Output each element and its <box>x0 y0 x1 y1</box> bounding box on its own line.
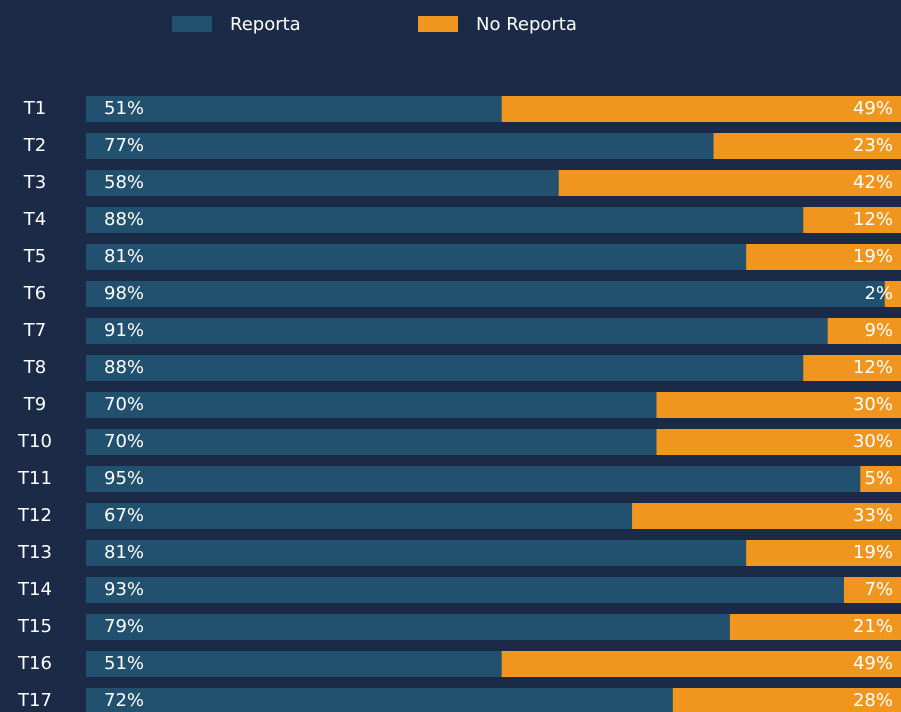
bar-segment <box>632 503 901 529</box>
bar-segment <box>86 577 844 603</box>
value-label: 12% <box>853 209 893 230</box>
category-label: T7 <box>23 320 46 341</box>
value-label: 79% <box>104 616 144 637</box>
bar-segment <box>501 96 901 122</box>
value-label: 23% <box>853 135 893 156</box>
value-label: 98% <box>104 283 144 304</box>
category-label: T3 <box>23 172 46 193</box>
value-label: 5% <box>864 468 893 489</box>
bar-segment <box>656 392 901 418</box>
bar-segment <box>746 244 901 270</box>
value-label: 21% <box>853 616 893 637</box>
value-label: 19% <box>853 246 893 267</box>
category-label: T13 <box>17 542 52 563</box>
bar-segment <box>86 651 502 677</box>
category-label: T4 <box>23 209 46 230</box>
value-label: 12% <box>853 357 893 378</box>
value-label: 51% <box>104 653 144 674</box>
bar-segment <box>746 540 901 566</box>
legend-swatch <box>172 16 212 32</box>
value-label: 42% <box>853 172 893 193</box>
legend-label: No Reporta <box>476 14 577 35</box>
bar-segment <box>501 651 901 677</box>
category-label: T8 <box>23 357 46 378</box>
bar-segment <box>86 688 673 712</box>
value-label: 72% <box>104 690 144 711</box>
bar-segment <box>86 392 657 418</box>
category-label: T14 <box>17 579 52 600</box>
value-label: 95% <box>104 468 144 489</box>
bar-segment <box>713 133 901 159</box>
value-label: 58% <box>104 172 144 193</box>
bar-segment <box>86 133 714 159</box>
bar-segment <box>803 355 901 381</box>
bar-segment <box>86 207 804 233</box>
value-label: 7% <box>864 579 893 600</box>
category-label: T10 <box>17 431 52 452</box>
value-label: 49% <box>853 98 893 119</box>
bar-segment <box>729 614 901 640</box>
category-label: T9 <box>23 394 46 415</box>
bar-segment <box>86 281 885 307</box>
legend-swatch <box>418 16 458 32</box>
value-label: 30% <box>853 394 893 415</box>
bar-segment <box>884 281 901 307</box>
value-label: 70% <box>104 394 144 415</box>
bar-segment <box>86 355 804 381</box>
bar-segment <box>843 577 901 603</box>
value-label: 88% <box>104 209 144 230</box>
bar-segment <box>803 207 901 233</box>
value-label: 81% <box>104 542 144 563</box>
bar-segment <box>86 540 747 566</box>
value-label: 93% <box>104 579 144 600</box>
value-label: 2% <box>864 283 893 304</box>
value-label: 81% <box>104 246 144 267</box>
bar-segment <box>827 318 901 344</box>
bar-segment <box>656 429 901 455</box>
value-label: 67% <box>104 505 144 526</box>
bar-segment <box>86 466 861 492</box>
bar-segment <box>86 429 657 455</box>
value-label: 28% <box>853 690 893 711</box>
category-label: T15 <box>17 616 52 637</box>
bar-segment <box>86 503 633 529</box>
value-label: 19% <box>853 542 893 563</box>
value-label: 9% <box>864 320 893 341</box>
category-label: T5 <box>23 246 46 267</box>
category-label: T2 <box>23 135 46 156</box>
bar-segment <box>86 318 828 344</box>
value-label: 30% <box>853 431 893 452</box>
category-label: T6 <box>23 283 46 304</box>
bar-segment <box>558 170 901 196</box>
bar-segment <box>860 466 901 492</box>
value-label: 88% <box>104 357 144 378</box>
value-label: 91% <box>104 320 144 341</box>
value-label: 33% <box>853 505 893 526</box>
value-label: 49% <box>853 653 893 674</box>
category-label: T1 <box>23 98 46 119</box>
category-label: T12 <box>17 505 52 526</box>
bar-segment <box>86 244 747 270</box>
legend-label: Reporta <box>230 14 301 35</box>
bar-segment <box>86 96 502 122</box>
category-label: T16 <box>17 653 52 674</box>
value-label: 77% <box>104 135 144 156</box>
bar-segment <box>86 614 730 640</box>
value-label: 51% <box>104 98 144 119</box>
bar-segment <box>86 170 559 196</box>
value-label: 70% <box>104 431 144 452</box>
bar-segment <box>672 688 901 712</box>
category-label: T17 <box>17 690 52 711</box>
category-label: T11 <box>17 468 52 489</box>
